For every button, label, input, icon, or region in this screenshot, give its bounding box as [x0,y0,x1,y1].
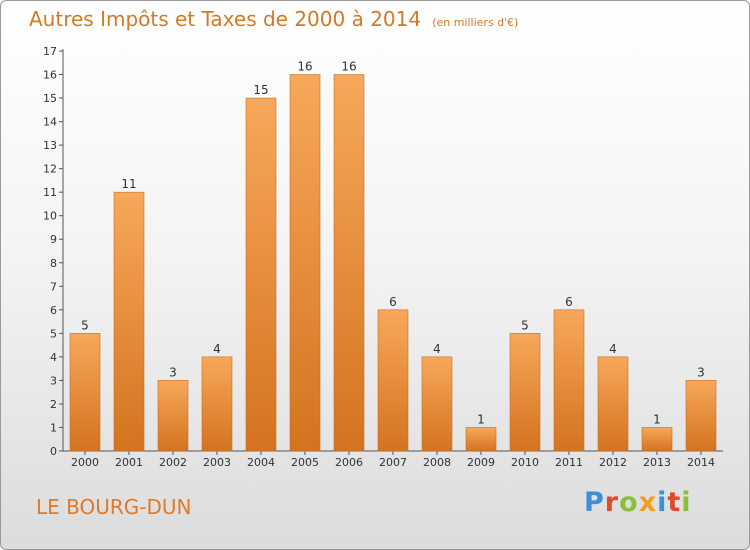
y-tick-label: 13 [43,139,57,152]
bar-2013 [641,427,673,452]
x-tick-label: 2006 [335,456,363,469]
proxiti-logo[interactable]: Proxiti [584,487,692,518]
value-label-2013: 1 [653,412,661,426]
y-tick-label: 16 [43,69,57,82]
x-tick-label: 2010 [511,456,539,469]
bar-2007 [377,309,409,452]
value-label-2014: 3 [697,365,705,379]
value-label-2001: 11 [121,177,136,191]
y-tick-label: 4 [50,351,57,364]
bar-2010 [509,333,541,452]
y-tick-label: 1 [50,421,57,434]
x-tick-label: 2009 [467,456,495,469]
value-label-2008: 4 [433,342,441,356]
chart-unit: (en milliers d'€) [432,16,519,29]
value-label-2000: 5 [81,318,89,332]
y-tick-label: 5 [50,327,57,340]
x-tick-label: 2003 [203,456,231,469]
bar-2008 [421,356,453,452]
value-label-2005: 16 [297,60,312,74]
y-tick-label: 17 [43,45,57,58]
bar-2005 [289,74,321,452]
y-tick-label: 7 [50,280,57,293]
y-tick-label: 8 [50,257,57,270]
value-label-2006: 16 [341,60,356,74]
x-tick-label: 2012 [599,456,627,469]
y-tick-label: 6 [50,304,57,317]
chart-title-block: Autres Impôts et Taxes de 2000 à 2014 (e… [29,7,518,31]
y-tick-label: 2 [50,398,57,411]
x-tick-label: 2001 [115,456,143,469]
y-tick-label: 12 [43,163,57,176]
value-label-2012: 4 [609,342,617,356]
y-tick-label: 10 [43,210,57,223]
x-tick-label: 2005 [291,456,319,469]
bar-2001 [113,191,145,452]
y-tick-label: 11 [43,186,57,199]
x-tick-label: 2007 [379,456,407,469]
bar-2003 [201,356,233,452]
y-tick-label: 15 [43,92,57,105]
x-tick-label: 2002 [159,456,187,469]
bar-2012 [597,356,629,452]
bar-2014 [685,380,717,452]
x-tick-label: 2000 [71,456,99,469]
value-label-2011: 6 [565,295,573,309]
y-tick-label: 14 [43,116,57,129]
city-name: LE BOURG-DUN [36,495,192,519]
x-tick-label: 2004 [247,456,275,469]
x-tick-label: 2013 [643,456,671,469]
y-tick-label: 0 [50,445,57,458]
value-label-2003: 4 [213,342,221,356]
value-label-2004: 15 [253,83,268,97]
x-tick-label: 2008 [423,456,451,469]
x-tick-label: 2011 [555,456,583,469]
bar-2000 [69,333,101,452]
y-tick-label: 9 [50,233,57,246]
x-tick-label: 2014 [687,456,715,469]
bar-2011 [553,309,585,452]
bar-2002 [157,380,189,452]
value-label-2002: 3 [169,365,177,379]
value-label-2007: 6 [389,295,397,309]
bar-2009 [465,427,497,452]
chart-title: Autres Impôts et Taxes de 2000 à 2014 [29,7,422,31]
value-label-2010: 5 [521,318,529,332]
y-tick-label: 3 [50,374,57,387]
value-label-2009: 1 [477,412,485,426]
bar-2004 [245,97,277,452]
bar-2006 [333,74,365,452]
